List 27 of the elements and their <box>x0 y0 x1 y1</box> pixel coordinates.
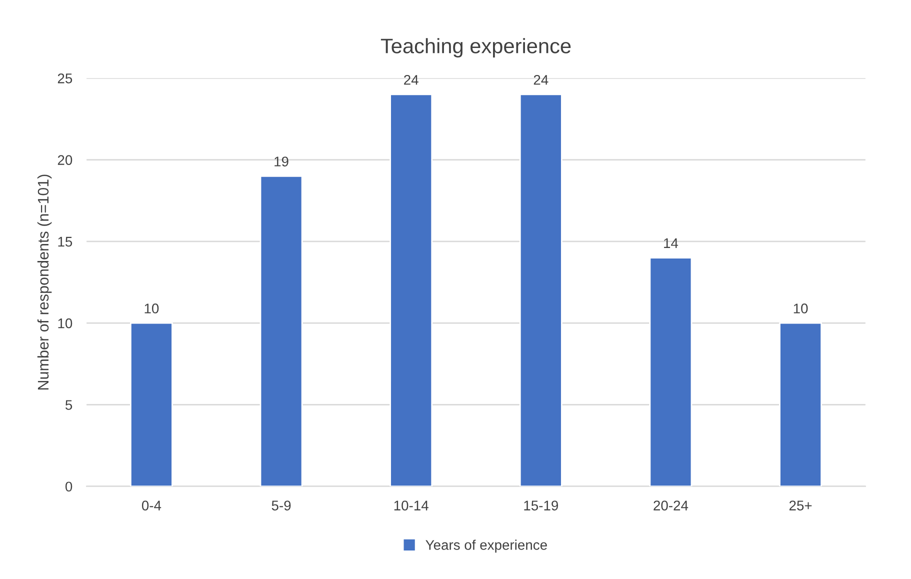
y-tick-label: 25 <box>58 74 72 84</box>
y-tick-label: 15 <box>58 236 72 247</box>
x-tick-label: 10-14 <box>394 500 428 510</box>
bar <box>519 94 562 486</box>
bar <box>779 322 822 486</box>
data-label: 24 <box>404 74 418 85</box>
data-label: 10 <box>144 304 159 314</box>
x-tick-label: 25+ <box>789 500 812 510</box>
bar <box>649 257 692 486</box>
data-label: 14 <box>664 238 678 248</box>
legend-label: Years of experience <box>426 540 547 553</box>
data-label: 19 <box>274 156 288 166</box>
y-tick-label: 5 <box>65 400 72 410</box>
bar <box>130 322 173 486</box>
y-tick-label: 0 <box>65 482 72 492</box>
chart-title: Teaching experience <box>380 38 571 58</box>
y-tick-label: 10 <box>58 318 72 328</box>
y-axis-title: Number of respondents (n=101) <box>37 174 52 390</box>
data-label: 24 <box>534 74 548 85</box>
bar <box>260 175 303 486</box>
bar <box>390 94 433 486</box>
data-label: 10 <box>794 304 808 314</box>
x-tick-label: 0-4 <box>142 500 162 510</box>
x-tick-label: 15-19 <box>524 500 558 510</box>
x-tick-label: 20-24 <box>654 500 688 510</box>
x-tick-label: 5-9 <box>272 500 291 510</box>
y-tick-label: 20 <box>58 155 72 165</box>
